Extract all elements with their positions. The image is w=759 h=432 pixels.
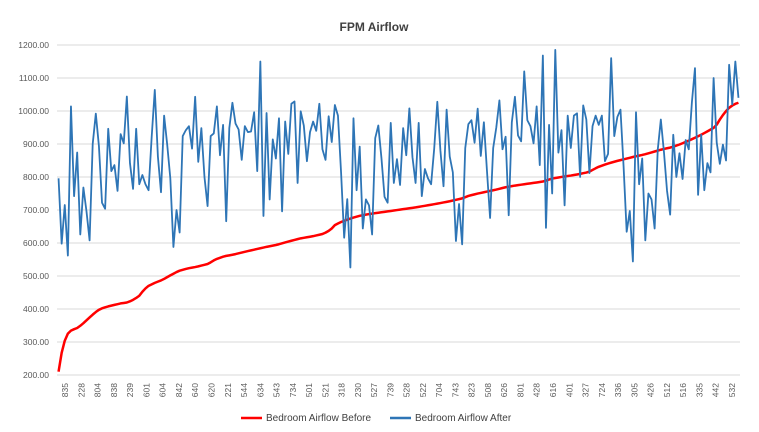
series-line-before — [57, 101, 739, 372]
legend-label-before: Bedroom Airflow Before — [266, 413, 371, 424]
x-tick-label: 640 — [190, 383, 200, 397]
x-tick-label: 626 — [499, 383, 509, 397]
y-tick-label: 500.00 — [23, 271, 49, 281]
x-tick-label: 336 — [613, 383, 623, 397]
x-tick-label: 426 — [646, 383, 656, 397]
x-tick-label: 522 — [418, 383, 428, 397]
x-tick-label: 528 — [402, 383, 412, 397]
x-tick-label: 230 — [353, 383, 363, 397]
x-tick-label: 442 — [711, 383, 721, 397]
x-tick-label: 318 — [337, 383, 347, 397]
x-tick-label: 527 — [369, 383, 379, 397]
x-tick-label: 601 — [141, 383, 151, 397]
x-axis-ticks: 835 228 804 838 239 601 604 842 640 620 221 544 634 5… — [60, 383, 737, 397]
x-tick-label: 327 — [581, 383, 591, 397]
x-tick-label: 620 — [206, 383, 216, 397]
x-tick-label: 516 — [678, 383, 688, 397]
x-tick-label: 544 — [239, 383, 249, 397]
x-tick-label: 704 — [434, 383, 444, 397]
y-axis-ticks: 200.00 300.00 400.00 500.00 600.00 700.00 800.… — [18, 40, 49, 380]
x-tick-label: 428 — [532, 383, 542, 397]
series-lines — [57, 49, 740, 372]
x-tick-label: 228 — [76, 383, 86, 397]
x-tick-label: 335 — [694, 383, 704, 397]
x-tick-label: 239 — [125, 383, 135, 397]
x-tick-label: 501 — [304, 383, 314, 397]
x-tick-label: 804 — [93, 383, 103, 397]
x-tick-label: 401 — [564, 383, 574, 397]
x-tick-label: 634 — [255, 383, 265, 397]
x-tick-label: 508 — [483, 383, 493, 397]
x-tick-label: 739 — [385, 383, 395, 397]
legend: Bedroom Airflow Before Bedroom Airflow A… — [241, 413, 512, 424]
y-tick-label: 400.00 — [23, 304, 49, 314]
x-tick-label: 823 — [467, 383, 477, 397]
y-tick-label: 1000.00 — [18, 106, 49, 116]
x-tick-label: 305 — [629, 383, 639, 397]
x-tick-label: 835 — [60, 383, 70, 397]
x-tick-label: 842 — [174, 383, 184, 397]
y-tick-label: 200.00 — [23, 370, 49, 380]
x-tick-label: 743 — [450, 383, 460, 397]
x-tick-label: 801 — [515, 383, 525, 397]
y-tick-label: 700.00 — [23, 205, 49, 215]
chart-title: FPM Airflow — [340, 20, 410, 34]
x-tick-label: 543 — [272, 383, 282, 397]
y-tick-label: 900.00 — [23, 139, 49, 149]
x-tick-label: 532 — [727, 383, 737, 397]
x-tick-label: 734 — [288, 383, 298, 397]
x-tick-label: 221 — [223, 383, 233, 397]
x-tick-label: 724 — [597, 383, 607, 397]
legend-label-after: Bedroom Airflow After — [415, 413, 512, 424]
y-tick-label: 1200.00 — [18, 40, 49, 50]
x-tick-label: 521 — [320, 383, 330, 397]
y-tick-label: 800.00 — [23, 172, 49, 182]
y-tick-label: 300.00 — [23, 337, 49, 347]
x-tick-label: 838 — [109, 383, 119, 397]
x-tick-label: 604 — [158, 383, 168, 397]
y-tick-label: 600.00 — [23, 238, 49, 248]
x-tick-label: 512 — [662, 383, 672, 397]
x-tick-label: 616 — [548, 383, 558, 397]
y-tick-label: 1100.00 — [19, 73, 49, 83]
series-line-after — [57, 49, 740, 269]
